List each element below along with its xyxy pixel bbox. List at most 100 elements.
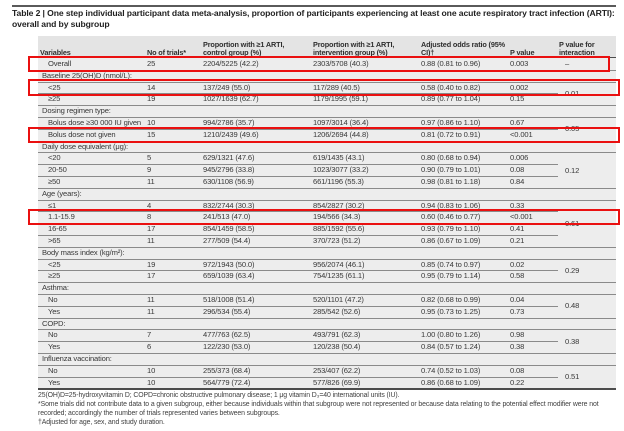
intervention-proportion-cell: 1023/3077 (33.2) xyxy=(313,165,369,175)
row-separator xyxy=(38,270,558,272)
odds-ratio-cell: 0.94 (0.83 to 1.06) xyxy=(421,200,481,210)
control-proportion-cell: 255/373 (68.4) xyxy=(203,365,251,375)
p-value-cell: 0.33 xyxy=(510,200,525,210)
row-separator xyxy=(38,305,558,307)
row-separator xyxy=(38,81,616,83)
highlight-box xyxy=(28,79,620,96)
row-label: 20-50 xyxy=(48,165,67,175)
footnote-abbreviations: 25(OH)D=25-hydroxyvitamin D; COPD=chroni… xyxy=(38,392,400,399)
odds-ratio-cell: 0.90 (0.79 to 1.01) xyxy=(421,165,481,175)
table-top-rule xyxy=(12,5,616,7)
row-label: Yes xyxy=(48,342,60,352)
control-proportion-cell: 854/1459 (58.5) xyxy=(203,224,255,234)
control-proportion-cell: 2204/5225 (42.2) xyxy=(203,59,259,68)
table-row: ≥25 17 659/1039 (63.4) 754/1235 (61.1) 0.95 … xyxy=(38,270,616,283)
trials-cell: 14 xyxy=(147,82,156,92)
row-label: Body mass index (kg/m²): xyxy=(42,247,125,257)
row-separator xyxy=(38,246,616,248)
odds-ratio-cell: 0.86 (0.67 to 1.09) xyxy=(421,236,481,245)
odds-ratio-cell: 0.98 (0.81 to 1.18) xyxy=(421,177,481,186)
odds-ratio-cell: 0.97 (0.86 to 1.10) xyxy=(421,118,481,127)
odds-ratio-cell: 1.00 (0.80 to 1.26) xyxy=(421,330,481,340)
intervention-proportion-cell: 619/1435 (43.1) xyxy=(313,153,365,163)
control-proportion-cell: 137/249 (55.0) xyxy=(203,82,251,92)
trials-cell: 10 xyxy=(147,365,156,375)
row-separator xyxy=(38,282,616,284)
control-proportion-cell: 945/2796 (33.8) xyxy=(203,165,255,175)
intervention-proportion-cell: 285/542 (52.6) xyxy=(313,306,361,316)
row-separator xyxy=(38,117,616,118)
trials-cell: 11 xyxy=(147,236,155,245)
section-row: Daily dose equivalent (μg): xyxy=(38,140,616,153)
control-proportion-cell: 277/509 (54.4) xyxy=(203,236,251,245)
interaction-pvalue: 0.51 xyxy=(565,372,580,382)
trials-cell: 11 xyxy=(147,295,155,304)
interaction-pvalue: 0.05 xyxy=(565,124,580,134)
intervention-proportion-cell: 1179/1995 (59.1) xyxy=(313,94,368,104)
row-label: Yes xyxy=(48,377,60,387)
p-value-cell: 0.04 xyxy=(510,295,525,304)
interaction-pvalue: 0.61 xyxy=(565,218,580,228)
control-proportion-cell: 564/779 (72.4) xyxy=(203,377,251,387)
row-label: ≥25 xyxy=(48,271,61,281)
p-value-cell: 0.41 xyxy=(510,224,525,234)
row-label: Yes xyxy=(48,306,60,316)
table-row: <25 14 137/249 (55.0) 117/289 (40.5) 0.58 (0… xyxy=(38,81,616,94)
row-separator xyxy=(38,152,616,154)
highlight-box xyxy=(28,209,620,226)
row-label: Age (years): xyxy=(42,188,82,198)
p-value-cell: 0.006 xyxy=(510,153,529,163)
odds-ratio-cell: 0.74 (0.52 to 1.03) xyxy=(421,365,481,375)
row-label: COPD: xyxy=(42,318,66,328)
intervention-proportion-cell: 854/2827 (30.2) xyxy=(313,200,365,210)
row-separator xyxy=(38,235,558,236)
table-row: ≥50 11 630/1108 (56.9) 661/1196 (55.3) 0.98 … xyxy=(38,176,616,188)
trials-cell: 8 xyxy=(147,212,152,222)
trials-cell: 17 xyxy=(147,271,156,281)
odds-ratio-cell: 0.80 (0.68 to 0.94) xyxy=(421,153,481,163)
table-row: Bolus dose not given 15 1210/2439 (49.6) 12… xyxy=(38,128,616,141)
row-separator xyxy=(38,187,616,189)
odds-ratio-cell: 0.82 (0.68 to 0.99) xyxy=(421,295,481,304)
intervention-proportion-cell: 2303/5708 (40.3) xyxy=(313,59,369,68)
section-row: Age (years): xyxy=(38,187,616,200)
row-separator xyxy=(38,176,558,177)
highlight-box xyxy=(28,55,610,72)
row-separator xyxy=(38,317,616,319)
control-proportion-cell: 972/1943 (50.0) xyxy=(203,259,255,269)
interaction-pvalue: 0.29 xyxy=(565,265,580,275)
p-value-cell: 0.08 xyxy=(510,165,525,175)
section-row: Asthma: xyxy=(38,282,616,294)
row-label: <25 xyxy=(48,82,61,92)
table-row: Yes 11 296/534 (55.4) 285/542 (52.6) 0.95 (0… xyxy=(38,305,616,318)
row-label: <20 xyxy=(48,153,61,163)
p-value-cell: 0.002 xyxy=(510,82,529,92)
p-value-cell: 0.58 xyxy=(510,271,525,281)
table-row: ≤1 4 832/2744 (30.3) 854/2827 (30.2) 0.94 (0… xyxy=(38,199,616,212)
intervention-proportion-cell: 493/791 (62.3) xyxy=(313,330,361,340)
p-value-cell: 0.003 xyxy=(510,59,529,68)
row-separator xyxy=(38,353,616,354)
odds-ratio-cell: 0.81 (0.72 to 0.91) xyxy=(421,129,481,139)
p-value-cell: 0.08 xyxy=(510,365,525,375)
table-title: Table 2 | One step individual participan… xyxy=(12,8,615,29)
intervention-proportion-cell: 1097/3014 (36.4) xyxy=(313,118,369,127)
section-row: COPD: xyxy=(38,317,616,330)
p-value-cell: 0.02 xyxy=(510,259,525,269)
trials-cell: 7 xyxy=(147,330,152,340)
col-header-p-interaction: P value for interaction xyxy=(559,39,595,57)
col-header-no-of-trials: No of trials* xyxy=(147,47,186,57)
row-separator xyxy=(38,164,558,166)
row-label: Bolus dose ≥30 000 IU given xyxy=(48,118,141,127)
p-value-cell: 0.73 xyxy=(510,306,525,316)
p-value-cell: <0.001 xyxy=(510,212,533,222)
section-row: Influenza vaccination: xyxy=(38,353,616,365)
row-label: Daily dose equivalent (μg): xyxy=(42,141,129,151)
intervention-proportion-cell: 754/1235 (61.1) xyxy=(313,271,365,281)
interaction-pvalue: 0.12 xyxy=(565,165,580,175)
row-label: ≤1 xyxy=(48,200,57,210)
control-proportion-cell: 629/1321 (47.6) xyxy=(203,153,255,163)
control-proportion-cell: 659/1039 (63.4) xyxy=(203,271,255,281)
interaction-pvalue: 0.01 xyxy=(565,88,580,98)
